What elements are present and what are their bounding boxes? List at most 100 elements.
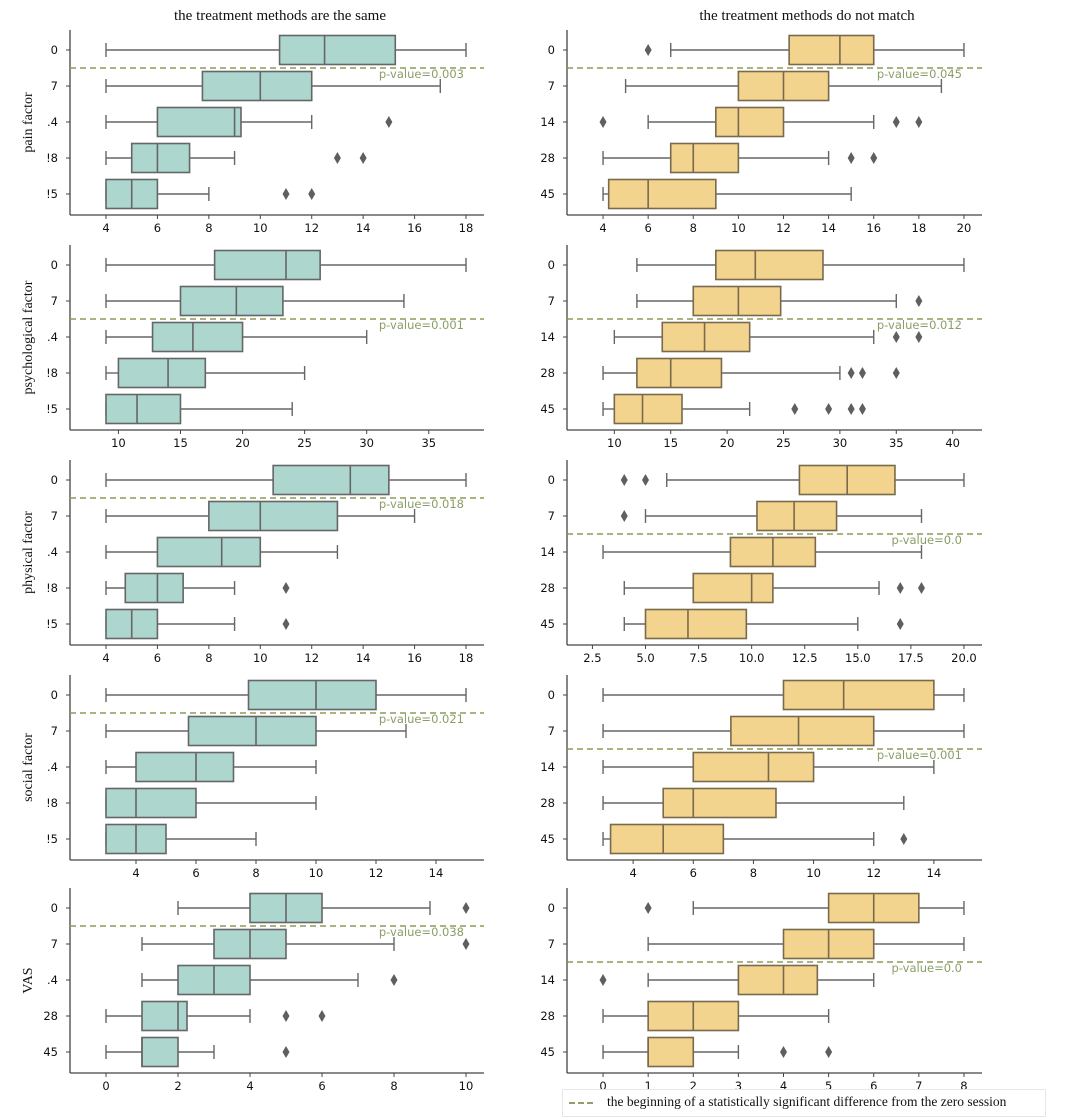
x-tick-label: 14 bbox=[356, 221, 371, 235]
outlier-marker bbox=[915, 295, 923, 307]
x-tick-label: 12.5 bbox=[792, 651, 818, 665]
x-tick-label: 15 bbox=[173, 436, 188, 450]
box bbox=[105, 393, 182, 425]
outlier-marker bbox=[917, 582, 925, 594]
x-tick-label: 18 bbox=[459, 651, 474, 665]
x-tick-label: 4 bbox=[102, 651, 109, 665]
y-tick-label: 45 bbox=[540, 187, 555, 201]
outlier-marker bbox=[462, 938, 470, 950]
x-tick-label: 6 bbox=[154, 651, 161, 665]
x-tick-label: 10 bbox=[111, 436, 126, 450]
p-value-label: p-value=0.018 bbox=[379, 497, 464, 511]
x-tick-label: 12 bbox=[369, 866, 384, 880]
x-tick-label: 2 bbox=[690, 1079, 697, 1093]
box bbox=[756, 500, 838, 532]
x-tick-label: 20 bbox=[957, 221, 972, 235]
p-value-label: p-value=0.012 bbox=[877, 318, 962, 332]
outlier-marker bbox=[896, 618, 904, 630]
x-tick-label: 25 bbox=[776, 436, 791, 450]
outlier-marker bbox=[385, 116, 393, 128]
p-value-label: p-value=0.045 bbox=[877, 67, 962, 81]
x-tick-label: 0 bbox=[599, 1079, 606, 1093]
box bbox=[179, 285, 284, 317]
outlier-marker bbox=[858, 367, 866, 379]
x-tick-label: 10 bbox=[309, 866, 324, 880]
box bbox=[715, 106, 785, 138]
p-value-label: p-value=0.0 bbox=[892, 961, 962, 975]
outlier-marker bbox=[896, 582, 904, 594]
y-tick-label: !5 bbox=[46, 832, 58, 846]
x-tick-label: 18 bbox=[459, 221, 474, 235]
x-tick-label: 12 bbox=[304, 651, 319, 665]
y-tick-label: 0 bbox=[548, 473, 555, 487]
outlier-marker bbox=[900, 833, 908, 845]
x-tick-label: 14 bbox=[356, 651, 371, 665]
x-tick-label: 20.0 bbox=[951, 651, 977, 665]
x-tick-label: 8 bbox=[252, 866, 259, 880]
box bbox=[715, 249, 824, 281]
y-axis-label: social factor bbox=[21, 733, 36, 802]
x-tick-label: 6 bbox=[154, 221, 161, 235]
outlier-marker bbox=[620, 510, 628, 522]
y-tick-label: !8 bbox=[46, 796, 58, 810]
outlier-marker bbox=[847, 367, 855, 379]
outlier-marker bbox=[847, 152, 855, 164]
outlier-marker bbox=[892, 116, 900, 128]
y-tick-label: 28 bbox=[540, 581, 555, 595]
x-tick-label: 3 bbox=[735, 1079, 742, 1093]
box bbox=[730, 715, 875, 747]
box bbox=[636, 357, 723, 389]
y-axis-label: VAS bbox=[21, 967, 36, 993]
box bbox=[692, 285, 782, 317]
y-tick-label: 14 bbox=[540, 973, 555, 987]
x-tick-label: 16 bbox=[866, 221, 881, 235]
y-tick-label: 0 bbox=[548, 901, 555, 915]
outlier-marker bbox=[847, 403, 855, 415]
box bbox=[278, 34, 397, 66]
x-tick-label: 8 bbox=[205, 221, 212, 235]
y-tick-label: 0 bbox=[51, 688, 58, 702]
x-tick-label: 10 bbox=[607, 436, 622, 450]
box bbox=[644, 608, 748, 640]
box bbox=[156, 536, 262, 568]
p-value-label: p-value=0.003 bbox=[379, 67, 464, 81]
x-tick-label: 14 bbox=[927, 866, 942, 880]
y-axis-label: physical factor bbox=[21, 511, 36, 594]
x-tick-label: 20 bbox=[720, 436, 735, 450]
y-tick-label: 28 bbox=[540, 796, 555, 810]
x-tick-label: 2 bbox=[174, 1079, 181, 1093]
y-tick-label: !8 bbox=[46, 151, 58, 165]
x-tick-label: 10 bbox=[253, 651, 268, 665]
x-tick-label: 5.0 bbox=[636, 651, 654, 665]
y-tick-label: 28 bbox=[540, 366, 555, 380]
outlier-marker bbox=[282, 188, 290, 200]
p-value-label: p-value=0.038 bbox=[379, 925, 464, 939]
box bbox=[782, 679, 935, 711]
x-tick-label: 18 bbox=[912, 221, 927, 235]
box bbox=[201, 70, 313, 102]
y-tick-label: 45 bbox=[43, 1045, 58, 1059]
y-tick-label: 7 bbox=[548, 79, 555, 93]
box bbox=[613, 393, 683, 425]
y-tick-label: !8 bbox=[46, 581, 58, 595]
x-tick-label: 35 bbox=[889, 436, 904, 450]
x-tick-label: 10 bbox=[731, 221, 746, 235]
x-tick-label: 4 bbox=[780, 1079, 787, 1093]
box bbox=[737, 964, 819, 996]
box bbox=[117, 357, 207, 389]
x-tick-label: 16 bbox=[407, 651, 422, 665]
outlier-marker bbox=[870, 152, 878, 164]
x-tick-label: 4 bbox=[102, 221, 109, 235]
x-tick-label: 30 bbox=[833, 436, 848, 450]
outlier-marker bbox=[825, 403, 833, 415]
y-tick-label: 28 bbox=[540, 151, 555, 165]
y-tick-label: 0 bbox=[51, 901, 58, 915]
box bbox=[609, 823, 725, 855]
x-tick-label: 4 bbox=[132, 866, 139, 880]
legend-label: the beginning of a statistically signifi… bbox=[607, 1094, 1007, 1109]
x-tick-label: 8 bbox=[750, 866, 757, 880]
y-tick-label: 45 bbox=[540, 832, 555, 846]
x-tick-label: 10 bbox=[253, 221, 268, 235]
box bbox=[156, 106, 242, 138]
x-tick-label: 6 bbox=[690, 866, 697, 880]
